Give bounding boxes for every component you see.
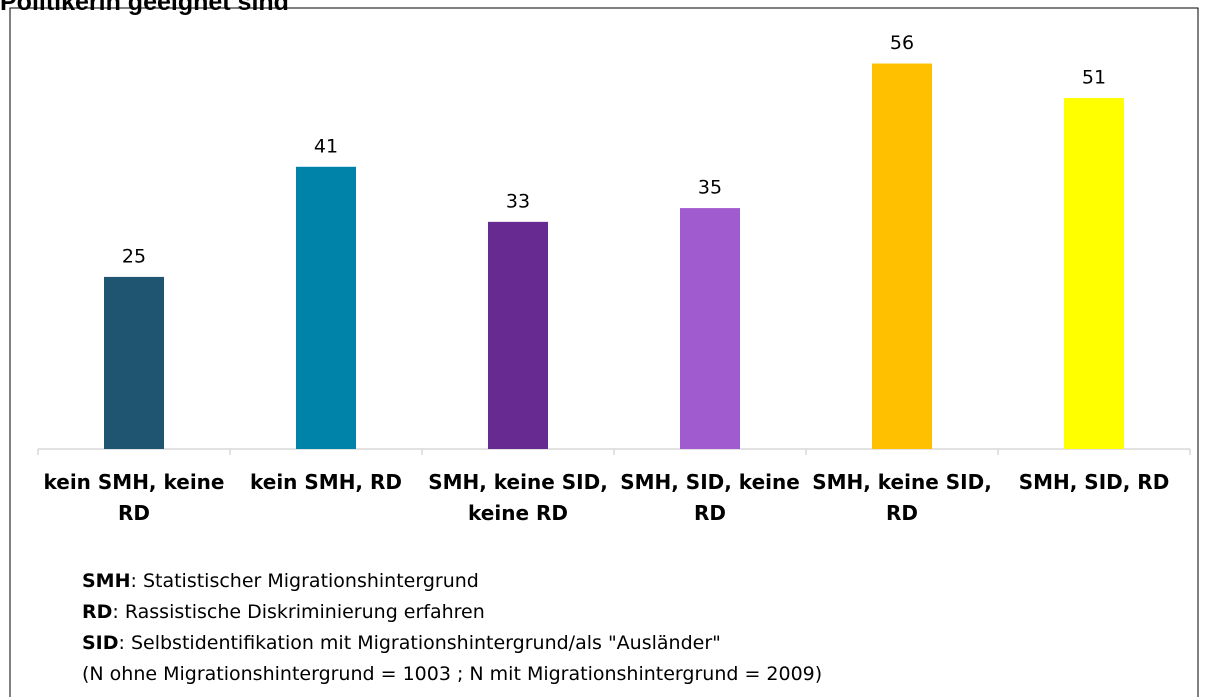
legend-note: SID: Selbstidentifikation mit Migrations…: [82, 632, 721, 654]
x-tick-label: SMH, keine SID, RD: [812, 470, 992, 525]
data-label: 51: [1082, 66, 1106, 88]
legend-note: SMH: Statistischer Migrationshintergrund: [82, 570, 479, 592]
bar: [296, 166, 356, 450]
data-label: 56: [890, 32, 914, 54]
x-tick-label: kein SMH, RD: [250, 470, 402, 494]
note-text: : Statistischer Migrationshintergrund: [130, 570, 479, 592]
x-tick-label: SMH, SID, keine RD: [620, 470, 800, 525]
footnote: (N ohne Migrationshintergrund = 1003 ; N…: [82, 663, 823, 685]
data-label: 41: [314, 135, 338, 157]
note-term: RD: [82, 601, 113, 623]
chart-border: [9, 7, 1199, 697]
bar: [872, 63, 932, 450]
data-label: 25: [122, 245, 146, 267]
bar: [1064, 97, 1124, 449]
note-term: SID: [82, 632, 119, 654]
x-tick-label: SMH, keine SID, keine RD: [428, 470, 608, 525]
note-term: SMH: [82, 570, 131, 592]
bar: [104, 276, 164, 449]
x-tick-label: kein SMH, keine RD: [43, 470, 225, 525]
legend-note: RD: Rassistische Diskriminierung erfahre…: [82, 601, 485, 623]
bar: [488, 221, 548, 449]
note-text: : Rassistische Diskriminierung erfahren: [112, 601, 485, 623]
chart-title: Politikerin geeignet sind: [0, 0, 289, 16]
data-label: 35: [698, 177, 722, 199]
data-label: 33: [506, 190, 530, 212]
x-tick-label: SMH, SID, RD: [1018, 470, 1170, 494]
bar: [680, 208, 740, 449]
note-text: : Selbstidentifikation mit Migrationshin…: [118, 632, 721, 654]
